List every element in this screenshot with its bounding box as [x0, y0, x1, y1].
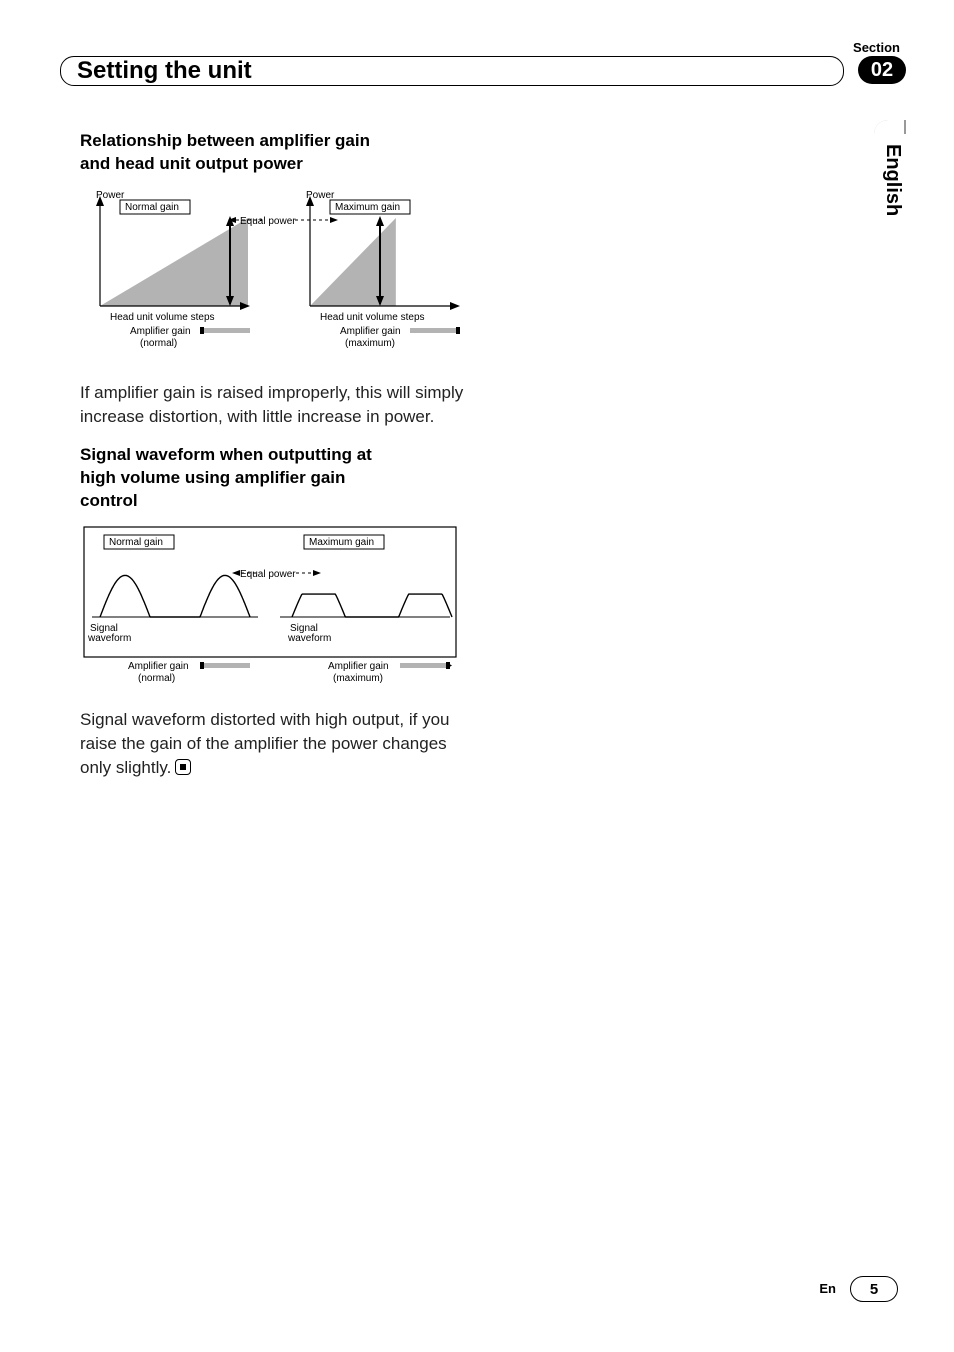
- page-title: Setting the unit: [77, 57, 252, 85]
- diagram1-svg: Power Normal gain Head uni: [80, 186, 460, 366]
- d1l-xlabel: Head unit volume steps: [110, 312, 215, 323]
- diagram2-svg: Normal gain Signal waveform Amplifier ga…: [80, 523, 460, 693]
- page: Section 02 Setting the unit English Rela…: [0, 0, 954, 1352]
- heading-line: Signal waveform when outputting at: [80, 445, 372, 464]
- section-number-badge: 02: [858, 56, 906, 84]
- d1r-cap1: Amplifier gain: [340, 326, 401, 337]
- d1r-xlabel: Head unit volume steps: [320, 312, 425, 323]
- section-label: Section: [853, 40, 900, 55]
- d1-equal: Equal power: [240, 216, 296, 227]
- d2l-cap1: Amplifier gain: [128, 661, 189, 672]
- d2l-box: Normal gain: [109, 537, 163, 548]
- language-tab: English: [874, 120, 904, 230]
- d2l-cap2: (normal): [138, 673, 175, 684]
- diagram-power-vs-volume: Power Normal gain Head uni: [80, 186, 460, 371]
- footer-lang-code: En: [819, 1281, 836, 1296]
- d2r-cap2: (maximum): [333, 673, 383, 684]
- section2-heading: Signal waveform when outputting at high …: [80, 444, 470, 513]
- d1l-cap1: Amplifier gain: [130, 326, 191, 337]
- d1l-cap2: (normal): [140, 338, 177, 349]
- heading-line: and head unit output power: [80, 154, 303, 173]
- heading-line: Relationship between amplifier gain: [80, 131, 370, 150]
- d1r-box: Maximum gain: [335, 202, 400, 213]
- title-bar: Setting the unit: [60, 56, 844, 86]
- d2r-box: Maximum gain: [309, 537, 374, 548]
- d1r-cap2: (maximum): [345, 338, 395, 349]
- section1-heading: Relationship between amplifier gain and …: [80, 130, 470, 176]
- heading-line: high volume using amplifier gain: [80, 468, 345, 487]
- footer-page-number: 5: [850, 1276, 898, 1302]
- language-tab-label: English: [874, 120, 904, 230]
- diagram-waveform: Normal gain Signal waveform Amplifier ga…: [80, 523, 460, 698]
- section2-paragraph-text: Signal waveform distorted with high outp…: [80, 710, 449, 777]
- heading-line: control: [80, 491, 138, 510]
- section1-paragraph: If amplifier gain is raised improperly, …: [80, 381, 470, 429]
- d2-equal: Equal power: [240, 569, 296, 580]
- content-column: Relationship between amplifier gain and …: [80, 130, 470, 796]
- d2r-cap1: Amplifier gain: [328, 661, 389, 672]
- section2-paragraph: Signal waveform distorted with high outp…: [80, 708, 470, 779]
- d2l-y2: waveform: [87, 633, 131, 644]
- d2r-y2: waveform: [287, 633, 331, 644]
- end-of-section-icon: [175, 759, 191, 775]
- d1l-box: Normal gain: [125, 202, 179, 213]
